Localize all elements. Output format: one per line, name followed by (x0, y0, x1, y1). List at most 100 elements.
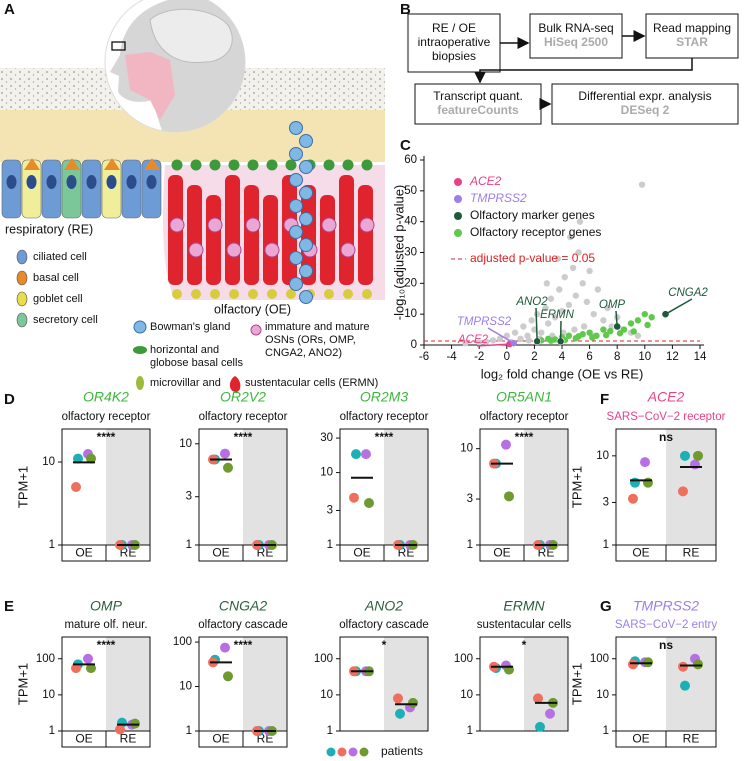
point (551, 314, 559, 321)
category-box (105, 730, 151, 748)
legend-swatch (348, 747, 358, 757)
region-label: olfactory (OE) (214, 302, 291, 316)
point (517, 335, 524, 343)
point (351, 449, 361, 460)
point (604, 304, 611, 312)
legend-label: Bowman's gland (150, 321, 230, 333)
point (361, 449, 371, 460)
y-tick-label: 30 (320, 432, 333, 444)
group-shade (666, 637, 716, 731)
significance: **** (234, 430, 253, 444)
x-tick-label: 14 (694, 351, 707, 363)
sustentacular-cell (225, 175, 240, 285)
bowman-gland (299, 290, 313, 304)
chart-title: TMPRSS2 (633, 598, 699, 614)
y-tick-label: 1 (467, 539, 473, 551)
point (349, 492, 359, 503)
x-tick-label: 6 (586, 351, 592, 363)
point (547, 337, 555, 344)
legend-label: microvillar and (150, 377, 221, 389)
chart-subtitle: olfactory cascade (339, 619, 429, 631)
point (538, 329, 545, 336)
point (569, 264, 577, 272)
y-tick-label: 10 (320, 467, 333, 479)
bowman-gland (289, 173, 303, 187)
panel-letter: F (600, 391, 609, 408)
y-tick-label: 1 (327, 539, 333, 551)
panel-letter: G (600, 598, 612, 615)
point (71, 482, 81, 492)
point (482, 338, 490, 346)
point (583, 298, 591, 306)
point (580, 323, 588, 330)
point (558, 307, 566, 315)
group-shade (384, 637, 428, 731)
x-tick-label: -4 (446, 351, 457, 363)
legend-icon (16, 270, 28, 286)
significance: * (522, 638, 527, 652)
x-tick-label: 10 (638, 351, 651, 363)
x-tick-label: OE (632, 546, 649, 560)
label-leader (615, 310, 618, 327)
epithelium (1, 121, 385, 304)
point (590, 310, 597, 318)
point (130, 718, 140, 729)
y-tick-label: 3 (186, 491, 192, 503)
legend-label: ACE2 (469, 174, 502, 188)
legend-icon (16, 291, 28, 307)
sustentacular-cell (187, 185, 202, 285)
point (561, 273, 568, 281)
legend-swatch (454, 178, 462, 186)
chart-title: OR4K2 (83, 389, 129, 405)
point (690, 459, 700, 470)
point (511, 329, 519, 336)
point (565, 332, 573, 339)
chart-subtitle: olfactory receptor (62, 411, 151, 423)
legend-label: TMPRSS2 (470, 191, 527, 205)
point (520, 323, 527, 330)
point (586, 267, 593, 275)
nucleus (146, 175, 157, 189)
point (115, 724, 125, 735)
legend-label: patients (381, 744, 423, 758)
point (489, 337, 497, 344)
x-tick-label: OE (212, 732, 229, 746)
point (589, 334, 596, 341)
basal-cell (209, 159, 221, 171)
nucleus (46, 175, 57, 189)
bowman-gland (299, 186, 313, 200)
basal-cell (248, 289, 258, 299)
x-tick-label: 2 (531, 351, 537, 363)
point (602, 331, 610, 339)
point (545, 320, 552, 327)
chart-title: OR2M3 (360, 389, 408, 405)
nucleus (106, 175, 117, 189)
x-tick-label: RE (683, 546, 700, 560)
point (545, 708, 555, 719)
y-tick-label: 10 (460, 689, 473, 701)
y-tick-label: 1 (186, 725, 192, 737)
y-tick-label: 10 (460, 443, 473, 455)
point (576, 218, 584, 225)
y-axis-title: TPM+1 (15, 466, 30, 508)
legend-label: immature and mature (265, 321, 370, 333)
osn (340, 242, 356, 258)
y-tick-label: 20 (404, 277, 417, 289)
y-axis-title: TPM+1 (569, 663, 584, 705)
legend-swatch (454, 195, 462, 203)
workflow-text: Read mapping (653, 21, 731, 35)
sustentacular-cell (339, 175, 354, 285)
point (648, 314, 655, 321)
x-tick-label: OE (75, 732, 92, 746)
basal-cell (324, 289, 334, 299)
point-label: TMPRSS2 (457, 316, 512, 328)
y-tick-label: 0 (411, 339, 417, 351)
y-tick-label: 10 (42, 456, 55, 468)
basal-cell (229, 289, 239, 299)
legend-swatch (326, 747, 336, 757)
x-tick-label: -2 (474, 351, 484, 363)
chart-subtitle: mature olf. neur. (64, 619, 147, 631)
plot-frame (479, 636, 569, 732)
significance: **** (375, 430, 394, 444)
